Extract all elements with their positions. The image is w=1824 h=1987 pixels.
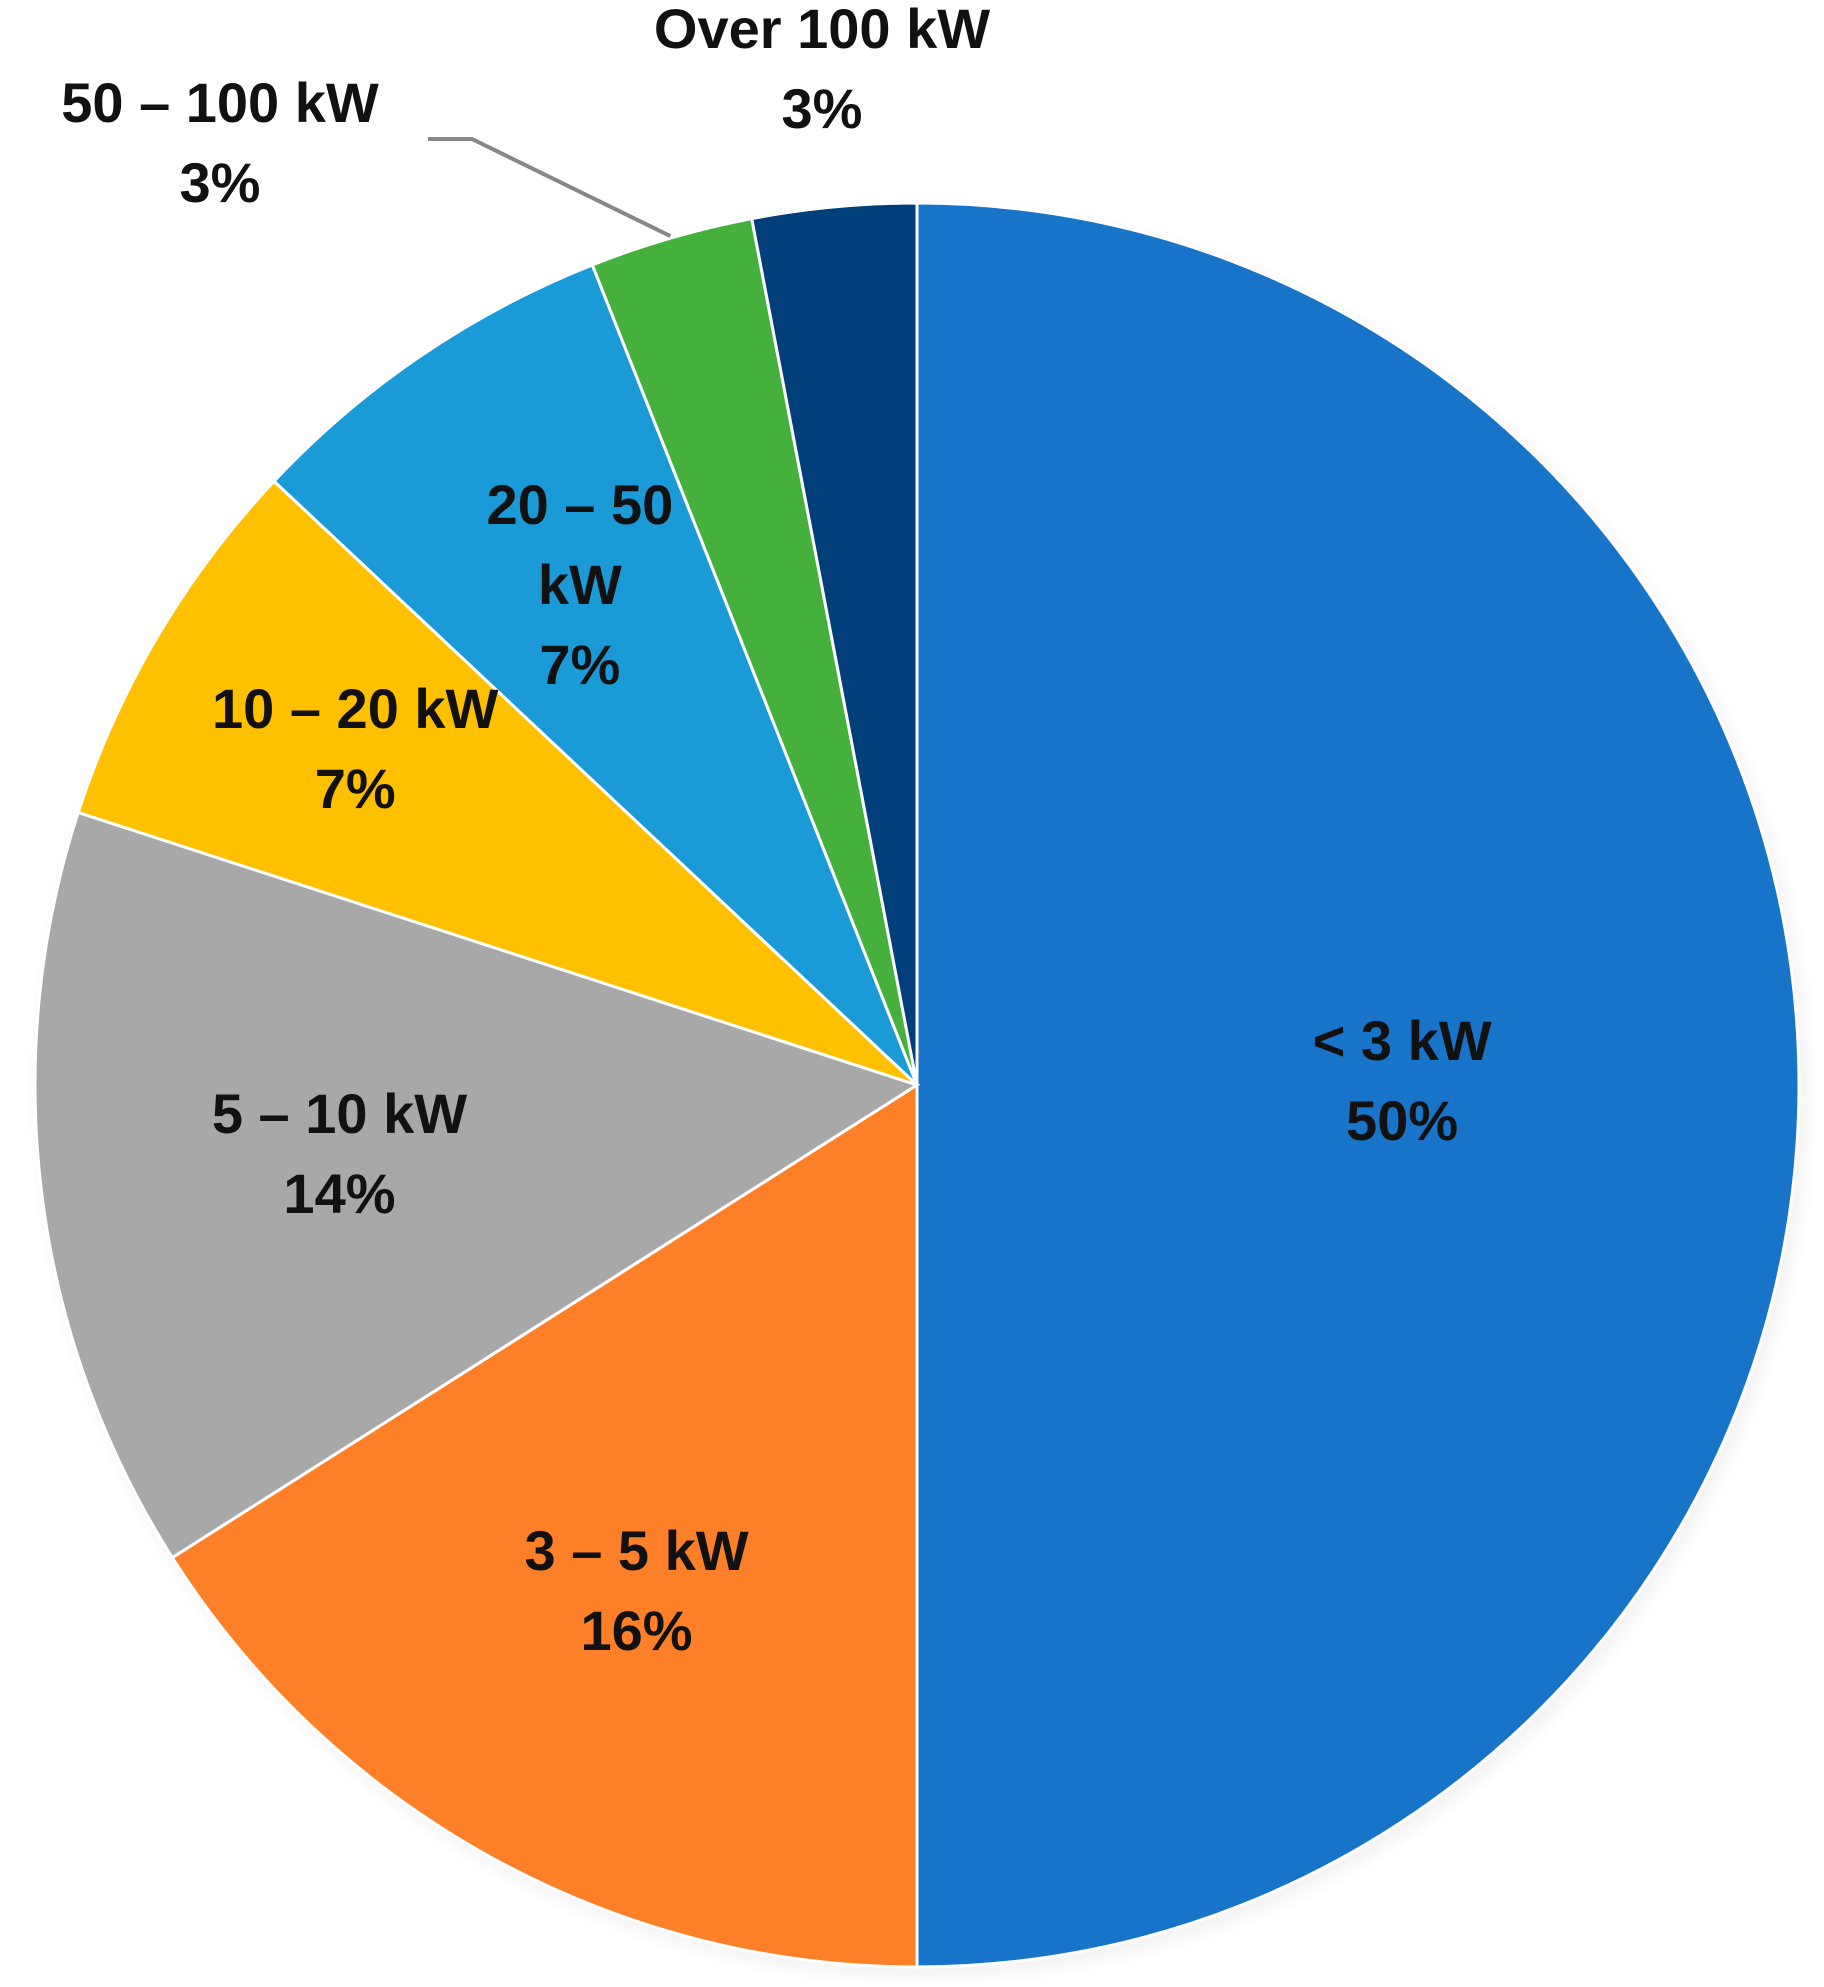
- slice-label-1: 3 – 5 kW 16%: [525, 1519, 749, 1662]
- pie-slice-3: [76, 479, 919, 1087]
- slice-label-6: Over 100 kW 3%: [654, 0, 990, 140]
- leader-line: [428, 137, 672, 238]
- slice-percent-label: 7%: [539, 633, 620, 696]
- slice-label-3: 10 – 20 kW 7%: [212, 677, 499, 820]
- slice-percent-label: 7%: [315, 757, 396, 820]
- slice-category-label: Over 100 kW: [654, 0, 990, 60]
- slice-label-4: 20 – 50 kW 7%: [486, 473, 673, 696]
- slice-percent-label: 50%: [1346, 1089, 1458, 1152]
- slice-category-label: 50 – 100 kW: [61, 71, 379, 134]
- pie-slice-2: [33, 810, 921, 1560]
- slice-category-label: 20 – 50: [486, 473, 673, 536]
- slice-label-0: < 3 kW 50%: [1313, 1009, 1492, 1152]
- slice-percent-label: 3%: [180, 151, 261, 214]
- slice-category-label: 10 – 20 kW: [212, 677, 499, 740]
- slice-category-label: kW: [538, 553, 622, 616]
- slice-category-label: < 3 kW: [1313, 1009, 1492, 1072]
- pie-slice-1: [170, 1082, 919, 1969]
- slice-percent-label: 16%: [581, 1599, 693, 1662]
- slice-category-label: 5 – 10 kW: [212, 1082, 467, 1145]
- pie-slice-0: [915, 201, 1801, 1969]
- slice-percent-label: 14%: [283, 1162, 395, 1225]
- slice-label-5: 50 – 100 kW 3%: [61, 71, 379, 214]
- slice-label-2: 5 – 10 kW 14%: [212, 1082, 467, 1225]
- pie-slice-4: [271, 262, 919, 1087]
- pie-slice-6: [749, 201, 919, 1086]
- slice-category-label: 3 – 5 kW: [525, 1519, 749, 1582]
- slice-percent-label: 3%: [782, 77, 863, 140]
